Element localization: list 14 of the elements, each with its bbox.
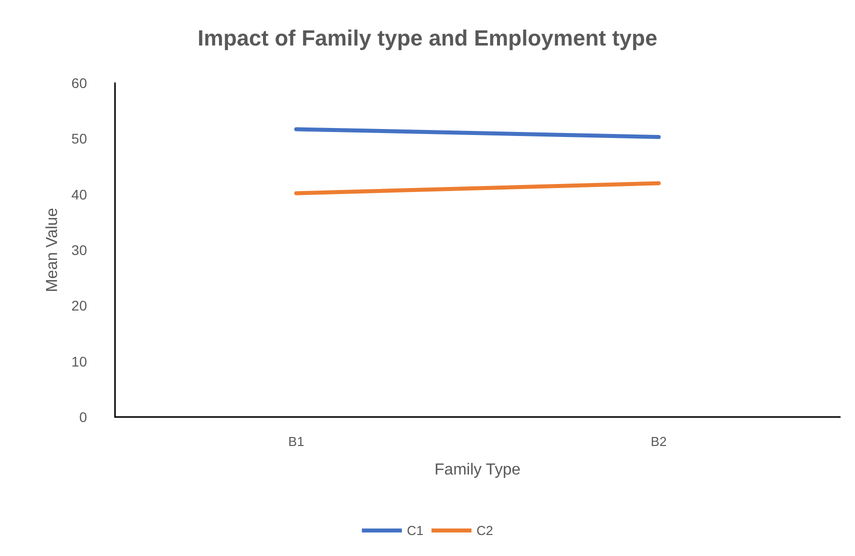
y-tick-label: 50 (71, 130, 88, 147)
legend-label: C1 (406, 523, 424, 538)
x-tick-label: B2 (650, 434, 667, 449)
y-tick-label: 40 (71, 186, 88, 202)
y-tick-label: 60 (71, 75, 88, 91)
y-tick-label: 30 (71, 242, 88, 258)
x-axis-title: Family Type (434, 462, 521, 478)
y-tick-label: 20 (71, 298, 88, 314)
y-tick-label: 0 (79, 409, 88, 425)
x-tick-label: B1 (288, 434, 304, 449)
y-tick-label: 10 (71, 353, 88, 370)
y-axis-title: Mean Value (44, 208, 62, 292)
chart-title: Impact of Family type and Employment type (198, 26, 658, 50)
legend-label: C2 (476, 523, 494, 538)
